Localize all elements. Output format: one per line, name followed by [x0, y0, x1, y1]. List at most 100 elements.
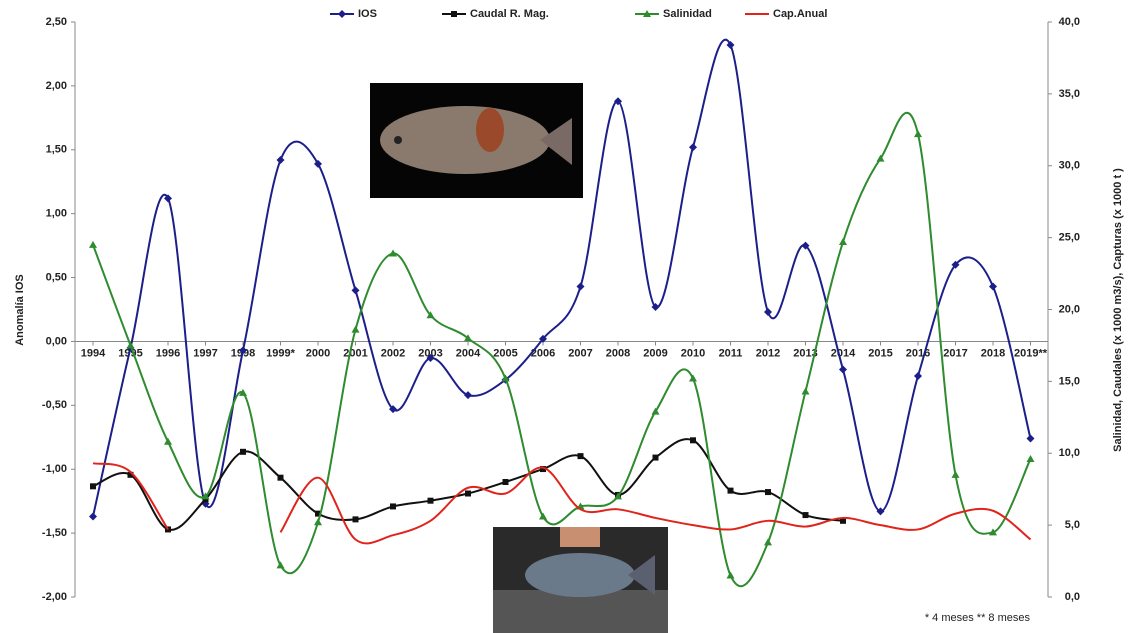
marker	[276, 156, 285, 164]
legend-label: Salinidad	[663, 8, 712, 20]
x-tick-label: 2001	[343, 347, 367, 359]
marker	[240, 448, 246, 455]
photo-bottom	[493, 527, 668, 633]
marker	[314, 159, 322, 168]
marker	[239, 388, 247, 396]
marker	[764, 308, 772, 317]
marker	[276, 561, 285, 569]
x-tick-label: 1995	[118, 347, 142, 359]
y-tick-label: 0,50	[46, 271, 67, 283]
x-tick-label: 2005	[493, 347, 517, 359]
y2-tick-label: 40,0	[1059, 16, 1080, 28]
series-line	[92, 438, 844, 531]
marker	[451, 11, 457, 17]
marker	[989, 528, 997, 536]
x-tick-label: 1994	[81, 347, 106, 359]
marker	[314, 518, 322, 526]
marker	[464, 391, 472, 400]
marker	[651, 302, 660, 311]
marker	[802, 512, 809, 519]
marker	[501, 374, 510, 382]
legend-label: Caudal R. Mag.	[470, 8, 549, 20]
y-tick-label: 0,00	[46, 335, 67, 347]
x-tick-label: 2007	[568, 347, 592, 359]
marker	[90, 483, 96, 490]
marker	[338, 10, 346, 18]
marker	[464, 334, 472, 342]
marker	[426, 354, 435, 363]
marker	[840, 517, 846, 524]
marker	[351, 325, 360, 333]
marker	[126, 341, 135, 349]
marker	[651, 407, 660, 415]
marker	[89, 240, 97, 248]
marker	[726, 571, 735, 579]
marker	[127, 471, 134, 478]
marker	[239, 346, 247, 355]
x-tick-label: 2008	[606, 347, 630, 359]
marker	[764, 538, 772, 546]
marker	[951, 260, 960, 269]
marker	[89, 512, 97, 521]
marker	[539, 334, 547, 343]
marker	[643, 10, 651, 17]
x-tick-label: 1997	[193, 347, 217, 359]
marker	[839, 365, 847, 374]
x-tick-label: 2013	[793, 347, 817, 359]
y-tick-label: 1,50	[46, 144, 67, 156]
x-tick-label: 2006	[531, 347, 555, 359]
marker	[876, 154, 885, 162]
marker	[201, 492, 210, 500]
x-tick-label: 2018	[981, 347, 1005, 359]
x-tick-label: 2003	[418, 347, 442, 359]
y2-tick-label: 35,0	[1059, 88, 1080, 100]
x-tick-label: 2015	[868, 347, 892, 359]
marker	[727, 487, 734, 494]
y2-tick-label: 5,0	[1065, 519, 1080, 531]
marker	[351, 286, 360, 295]
y-tick-label: -0,50	[42, 399, 67, 411]
y-axis-title: Anomalía IOS	[14, 274, 26, 346]
photo-top	[370, 83, 583, 198]
marker	[577, 453, 584, 460]
marker	[652, 454, 659, 461]
x-tick-label: 2011	[719, 347, 743, 359]
marker	[876, 507, 885, 516]
marker	[539, 512, 547, 520]
y2-tick-label: 10,0	[1059, 447, 1080, 459]
y2-tick-label: 0,0	[1065, 591, 1080, 603]
x-tick-label: 1999*	[266, 347, 295, 359]
marker	[689, 143, 697, 152]
footnote: * 4 meses ** 8 meses	[925, 612, 1031, 624]
legend-label: IOS	[358, 8, 377, 20]
marker	[914, 371, 922, 380]
y2-tick-label: 20,0	[1059, 303, 1080, 315]
marker	[1026, 455, 1035, 462]
marker	[427, 497, 434, 504]
marker	[914, 130, 922, 138]
marker	[689, 374, 697, 382]
y2-axis-title: Salinidad, Caudales (x 1000 m3/s), Captu…	[1112, 168, 1124, 452]
y-tick-label: -1,00	[42, 463, 67, 475]
marker	[801, 387, 810, 395]
y-tick-label: 2,00	[46, 80, 67, 92]
x-tick-label: 2017	[943, 347, 967, 359]
marker	[164, 194, 172, 203]
y-tick-label: -1,50	[42, 527, 67, 539]
marker	[389, 249, 397, 257]
marker	[277, 474, 284, 481]
marker	[352, 516, 359, 523]
marker	[465, 490, 471, 497]
x-tick-label: 2002	[381, 347, 405, 359]
marker	[1026, 434, 1035, 443]
marker	[540, 466, 546, 473]
marker	[614, 97, 622, 106]
marker	[951, 470, 960, 478]
marker	[389, 405, 397, 414]
x-tick-label: 2019**	[1014, 347, 1048, 359]
marker	[164, 437, 172, 445]
x-tick-label: 2000	[306, 347, 330, 359]
x-tick-label: 1996	[156, 347, 180, 359]
marker	[390, 503, 396, 510]
